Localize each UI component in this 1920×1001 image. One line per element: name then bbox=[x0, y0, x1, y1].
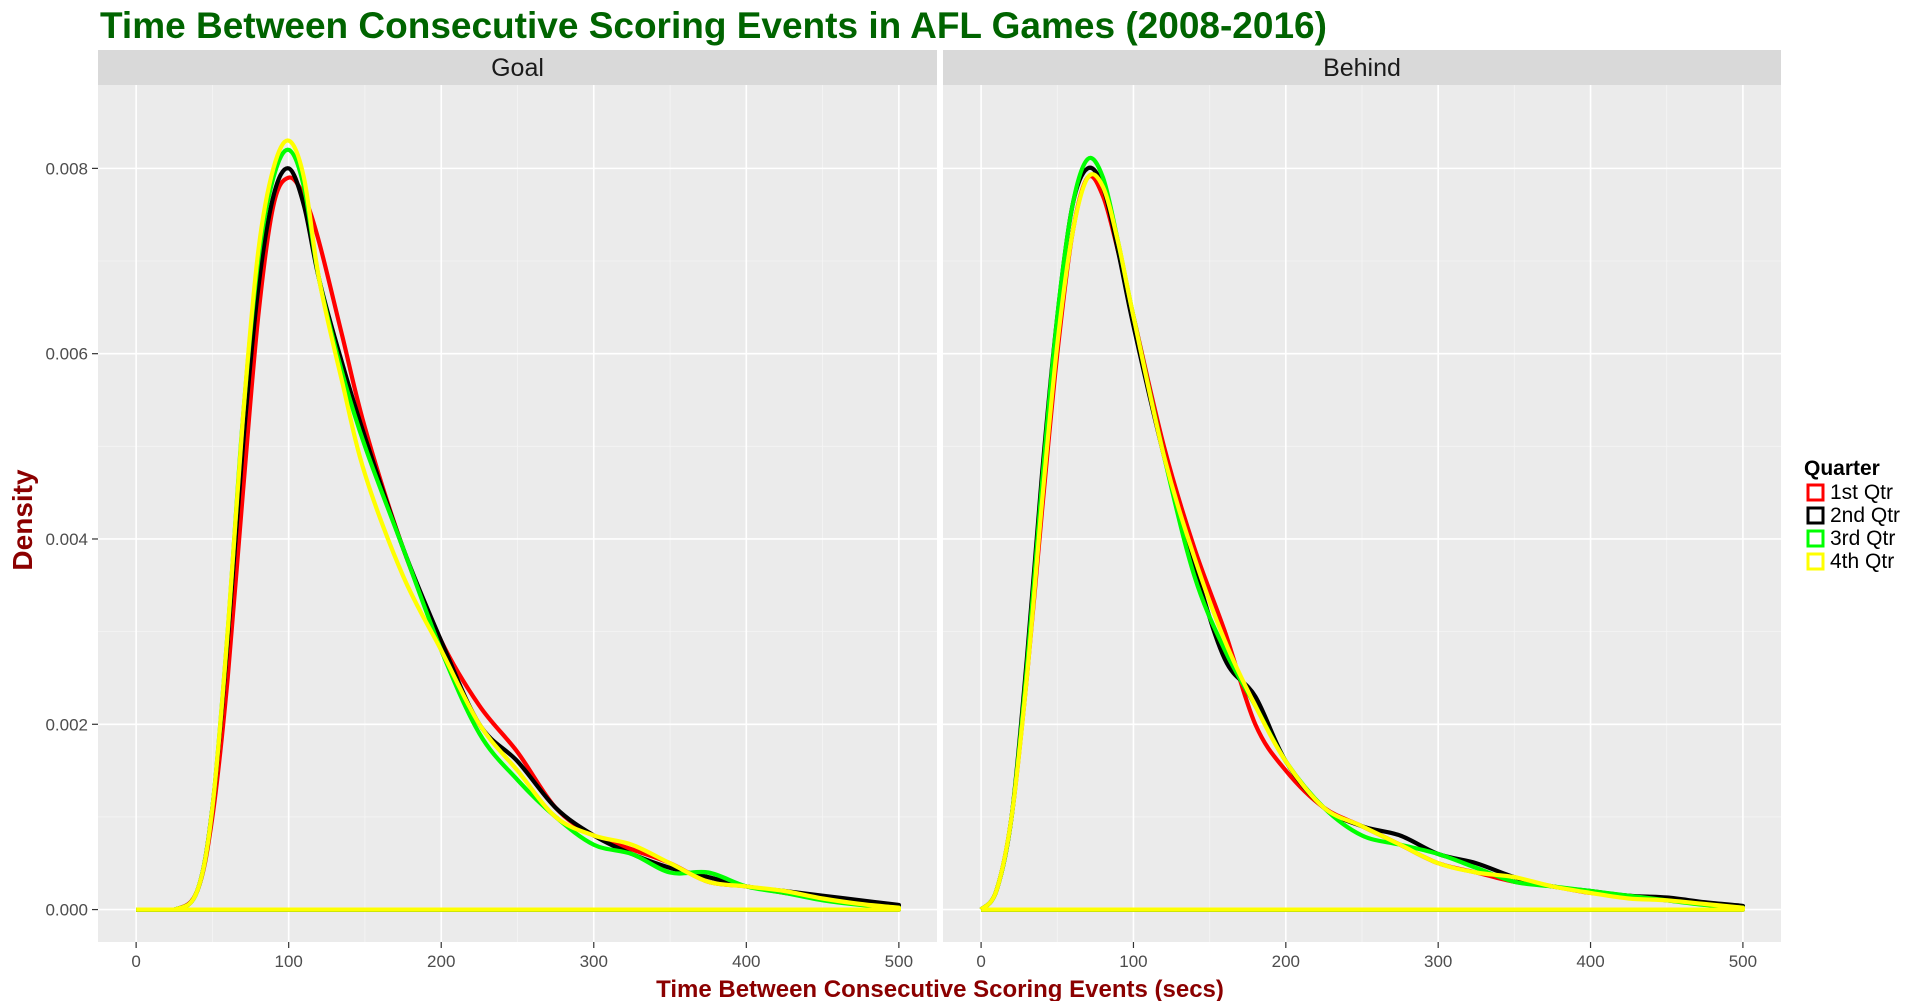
panel-goal: Goal 0 100 200 300 400 500 bbox=[98, 50, 937, 971]
legend-title: Quarter bbox=[1804, 457, 1880, 480]
legend-label: 2nd Qtr bbox=[1830, 504, 1900, 527]
legend-key bbox=[1806, 483, 1825, 502]
facet-strip bbox=[98, 50, 937, 85]
facet-strip bbox=[943, 50, 1781, 85]
x-tick-label: 400 bbox=[732, 952, 760, 971]
legend-key bbox=[1806, 552, 1825, 571]
panel-behind: Behind 0 100 200 300 400 500 bbox=[943, 50, 1781, 971]
legend-label: 1st Qtr bbox=[1830, 481, 1893, 504]
facet-panels: 0.000 0.002 0.004 0.006 0.008 Goal 0 100 200 300 4… bbox=[45, 50, 1781, 971]
x-tick-label: 0 bbox=[976, 952, 985, 971]
x-tick-label: 300 bbox=[1424, 952, 1452, 971]
density-line-4th-qtr bbox=[136, 138, 901, 912]
y-tick-label: 0.008 bbox=[45, 159, 88, 178]
legend-key bbox=[1806, 506, 1825, 525]
x-axis-title: Time Between Consecutive Scoring Events … bbox=[656, 976, 1224, 1001]
x-tick-label: 100 bbox=[1119, 952, 1147, 971]
legend-key bbox=[1806, 529, 1825, 548]
x-tick-label: 300 bbox=[580, 952, 608, 971]
legend-label: 3rd Qtr bbox=[1830, 527, 1895, 550]
y-axis-title: Density bbox=[7, 469, 38, 571]
chart-title: Time Between Consecutive Scoring Events … bbox=[100, 5, 1327, 46]
x-tick-label: 0 bbox=[131, 952, 140, 971]
density-line-4th-qtr bbox=[979, 172, 1745, 912]
x-tick-label: 400 bbox=[1576, 952, 1604, 971]
facet-strip-label: Behind bbox=[1323, 54, 1401, 82]
facet-strip-label: Goal bbox=[491, 54, 544, 82]
legend-label: 4th Qtr bbox=[1830, 550, 1894, 573]
x-tick-label: 100 bbox=[274, 952, 302, 971]
x-tick-label: 500 bbox=[1729, 952, 1757, 971]
x-tick-label: 200 bbox=[427, 952, 455, 971]
y-tick-label: 0.006 bbox=[45, 345, 88, 364]
x-tick-label: 500 bbox=[885, 952, 913, 971]
y-tick-label: 0.004 bbox=[45, 530, 88, 549]
x-tick-label: 200 bbox=[1272, 952, 1300, 971]
y-tick-label: 0.000 bbox=[45, 901, 88, 920]
y-tick-label: 0.002 bbox=[45, 715, 88, 734]
